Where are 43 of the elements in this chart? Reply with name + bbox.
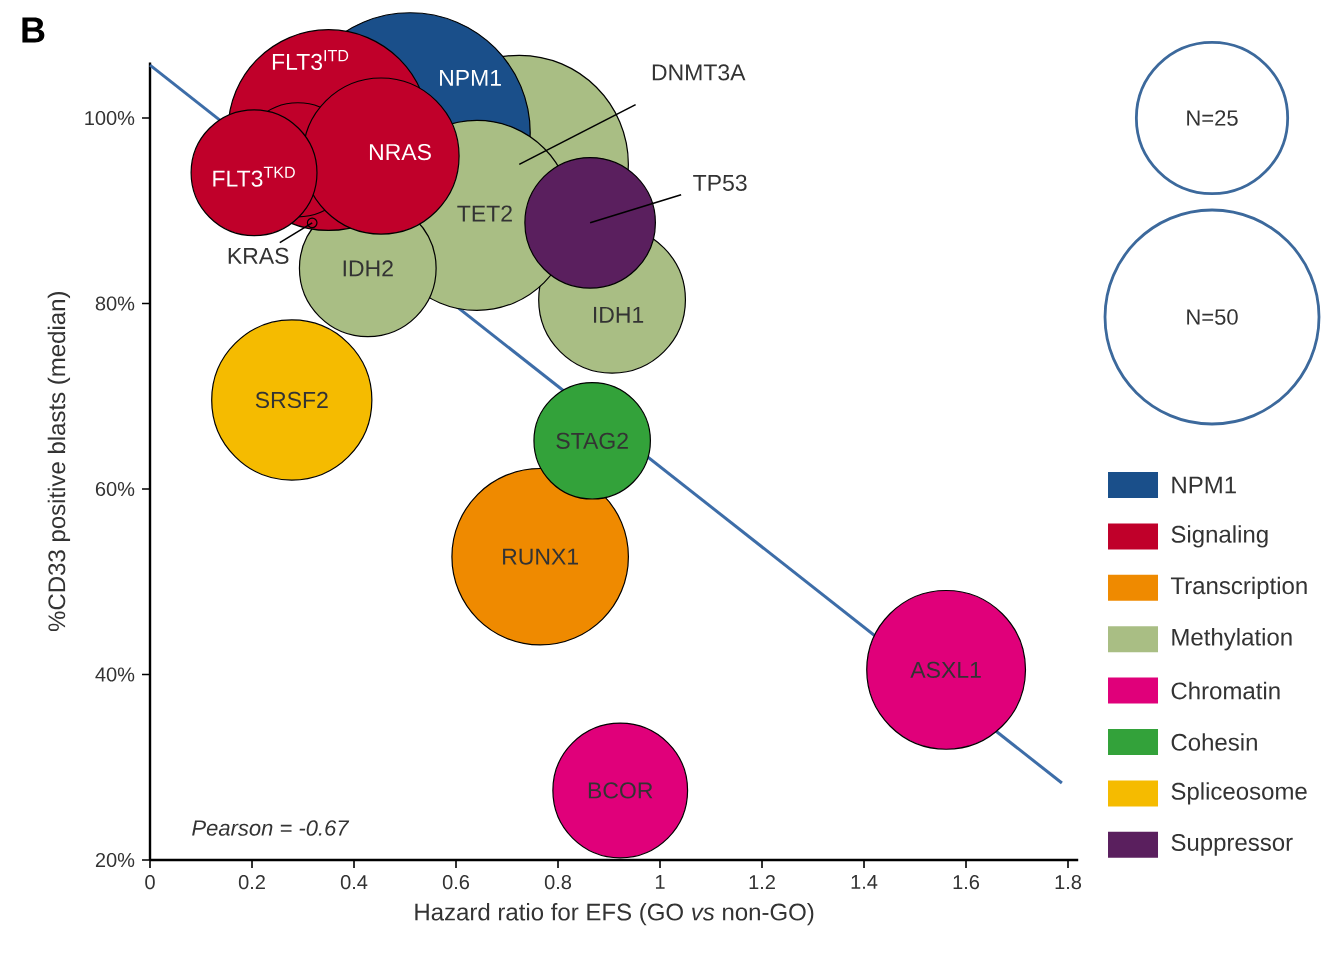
legend-label: N=25 xyxy=(1187,110,1238,126)
legend-label: Cohesin xyxy=(1171,733,1257,751)
y-tick-label: 40% xyxy=(95,667,135,682)
x-tick-label: 0.4 xyxy=(340,875,368,890)
y-axis-title: %CD33 positive blasts (median) xyxy=(47,292,71,632)
annotation: IDH2 xyxy=(343,260,393,277)
annotation: BCOR xyxy=(588,782,653,799)
x-tick-label: 0 xyxy=(145,875,155,890)
annotation: Pearson = -0.67 xyxy=(192,820,350,836)
annotation: SRSF2 xyxy=(255,391,328,409)
annotation: FLT3$^{ITD}$ xyxy=(272,50,349,71)
x-tick-label: 1.4 xyxy=(851,875,878,889)
x-tick-label: 1.2 xyxy=(749,875,775,890)
legend-label: Suppressor xyxy=(1171,833,1293,856)
annotation: NRAS xyxy=(369,143,431,161)
x-tick-label: 1.6 xyxy=(953,875,980,890)
legend-label: N=50 xyxy=(1187,309,1238,325)
x-tick-label: 0.2 xyxy=(238,875,265,890)
annotation: KRAS xyxy=(228,247,289,264)
legend-label: Chromatin xyxy=(1171,681,1280,700)
legend-label: Transcription xyxy=(1170,576,1307,599)
y-tick-label: 60% xyxy=(95,481,135,497)
y-tick-label: 80% xyxy=(95,296,135,311)
y-tick-label: 100% xyxy=(85,110,135,126)
legend-label: NPM1 xyxy=(1172,476,1236,494)
annotation: NPM1 xyxy=(440,69,501,86)
x-tick-label: 0.8 xyxy=(544,875,572,890)
legend-label: Spliceosome xyxy=(1171,782,1307,805)
legend-label: Methylation xyxy=(1172,628,1292,651)
annotation: ASXL1 xyxy=(910,661,981,679)
annotation: TP53 xyxy=(693,174,747,191)
chart-title: B xyxy=(22,17,45,43)
annotation: TET2 xyxy=(457,205,512,222)
annotation: DNMT3A xyxy=(652,64,746,81)
x-tick-label: 1 xyxy=(655,875,665,889)
annotation: STAG2 xyxy=(556,432,628,449)
legend-label: Signaling xyxy=(1171,525,1268,548)
x-axis-title: Hazard ratio for EFS (GO vs non-GO) xyxy=(415,902,814,926)
annotation: RUNX1 xyxy=(503,548,578,565)
x-tick-label: 0.6 xyxy=(442,875,470,890)
x-tick-label: 1.8 xyxy=(1055,875,1082,890)
y-tick-label: 20% xyxy=(95,852,135,868)
annotation: IDH1 xyxy=(594,306,644,323)
